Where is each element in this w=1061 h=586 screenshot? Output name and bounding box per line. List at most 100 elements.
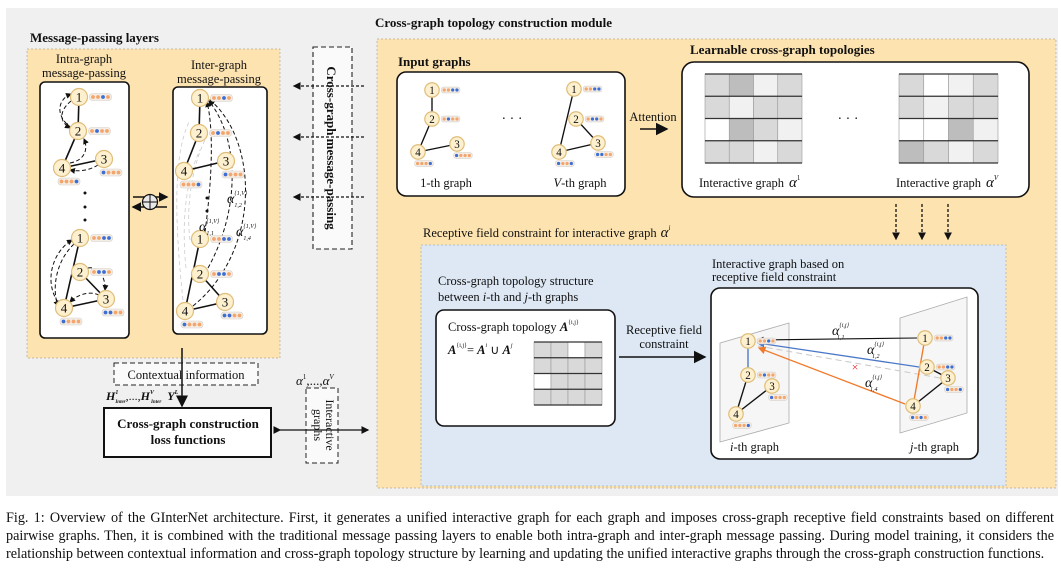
feature-dot bbox=[61, 319, 66, 324]
node-label: 4 bbox=[556, 147, 562, 159]
node-circle bbox=[96, 289, 116, 309]
feature-vector-bg bbox=[584, 115, 605, 123]
feature-dot bbox=[196, 182, 201, 187]
feature-dot bbox=[186, 182, 191, 187]
message-flow-arrow bbox=[69, 164, 99, 174]
node-label: 3 bbox=[595, 138, 601, 150]
feature-vector-bg bbox=[221, 170, 245, 179]
node-circle bbox=[94, 149, 114, 169]
feature-vector-bg bbox=[756, 337, 777, 345]
node-label: 2 bbox=[77, 265, 84, 280]
graph-node: 1 bbox=[69, 87, 112, 107]
graph-node: 4 bbox=[175, 301, 204, 329]
feature-vector bbox=[555, 160, 575, 167]
node-circle bbox=[216, 151, 236, 171]
feature-dot bbox=[237, 313, 242, 318]
input-graphs-title: Input graphs bbox=[398, 54, 471, 69]
receptive-arrow-label-2: constraint bbox=[639, 337, 689, 351]
feature-dot bbox=[738, 423, 742, 428]
feature-vector bbox=[88, 127, 111, 135]
alpha-ij-1-4-label: α{i,j} 1,4 bbox=[865, 375, 883, 393]
feature-dot bbox=[233, 172, 238, 177]
hidden-states-label: H1 Inter,...,HV Inter YL bbox=[105, 389, 179, 405]
graph-node: 4 bbox=[551, 144, 575, 167]
feature-dot bbox=[442, 88, 446, 92]
node-circle bbox=[175, 301, 195, 321]
feature-dot bbox=[771, 373, 775, 377]
node-circle bbox=[740, 333, 756, 349]
feature-dot bbox=[227, 313, 232, 318]
graph-node: 1 bbox=[70, 228, 113, 248]
node-circle bbox=[917, 330, 933, 346]
matrix-cell bbox=[704, 95, 730, 119]
feature-dot bbox=[107, 270, 111, 274]
loss-functions-box bbox=[103, 407, 272, 458]
feature-vector bbox=[933, 334, 954, 342]
graph-node: 4 bbox=[410, 144, 434, 167]
matrix-cell bbox=[923, 118, 949, 142]
feature-dot bbox=[92, 236, 96, 240]
node-circle bbox=[449, 136, 465, 152]
feature-dot bbox=[222, 272, 226, 276]
feature-dot bbox=[767, 339, 771, 343]
feature-vector-bg bbox=[453, 152, 473, 159]
feature-dot bbox=[217, 96, 221, 100]
node-label: 4 bbox=[182, 304, 189, 319]
feature-vector bbox=[909, 414, 929, 421]
feature-dot bbox=[937, 365, 941, 369]
graph-intra-top: 1 2 3 4 bbox=[52, 87, 123, 186]
node-circle bbox=[54, 298, 74, 318]
node-label: 2 bbox=[573, 114, 579, 126]
loss-functions-label: Cross-graph construction bbox=[117, 416, 259, 431]
feature-dot bbox=[941, 365, 946, 369]
feature-dot bbox=[597, 87, 601, 91]
feature-dot bbox=[227, 272, 231, 276]
node-circle bbox=[70, 228, 90, 248]
node-circle bbox=[190, 229, 210, 249]
node-circle bbox=[424, 111, 440, 127]
feature-dot bbox=[238, 172, 243, 177]
feature-vector bbox=[210, 94, 233, 102]
node-circle bbox=[919, 359, 935, 375]
feature-vector bbox=[582, 85, 603, 93]
feature-vector-bg bbox=[101, 308, 125, 317]
matrix-cell bbox=[533, 388, 552, 406]
node-circle bbox=[568, 111, 584, 127]
constraint-dashed-arrows bbox=[892, 204, 952, 241]
node-label: 3 bbox=[454, 139, 460, 151]
feature-dot bbox=[105, 129, 109, 133]
feature-dot bbox=[769, 395, 774, 400]
feature-vector bbox=[732, 422, 752, 429]
cross-graph-message-passing-label: Cross-graph message-passing bbox=[324, 66, 339, 230]
matrix-cell bbox=[584, 388, 603, 406]
feature-dot bbox=[778, 395, 782, 400]
message-flow-arrow bbox=[204, 101, 212, 233]
feature-vector bbox=[756, 371, 777, 379]
matrix-cell bbox=[753, 118, 779, 142]
feature-vector-bg bbox=[582, 85, 603, 93]
learnable-topologies-title: Learnable cross-graph topologies bbox=[690, 42, 875, 57]
node-circle bbox=[590, 135, 606, 151]
feature-dot bbox=[923, 415, 927, 420]
feature-vector bbox=[584, 115, 605, 123]
node-circle bbox=[410, 144, 426, 160]
feature-dot bbox=[950, 387, 954, 392]
graph-node: 3 bbox=[940, 370, 964, 393]
node-circle bbox=[190, 88, 210, 108]
feature-dot bbox=[588, 87, 593, 91]
node-label: 3 bbox=[945, 373, 951, 385]
graph-node: 3 bbox=[590, 135, 614, 158]
feature-vector bbox=[594, 151, 614, 158]
feature-vector-bg bbox=[220, 311, 244, 320]
feature-dot bbox=[118, 310, 123, 315]
feature-dot bbox=[212, 96, 216, 100]
graph-node: 2 bbox=[189, 123, 232, 143]
graph-node: 3 bbox=[215, 292, 244, 320]
feature-dot bbox=[950, 365, 954, 369]
feature-vector bbox=[209, 129, 232, 137]
input-ellipsis: · · · bbox=[502, 112, 523, 127]
graph-inter-bot: 1 2 3 4 bbox=[175, 229, 244, 329]
alpha-ij-1-2-label: α{i,j} 1,2 bbox=[867, 342, 885, 360]
graph-node: 4 bbox=[52, 158, 81, 186]
matrix-ellipsis: · · · bbox=[838, 112, 859, 127]
